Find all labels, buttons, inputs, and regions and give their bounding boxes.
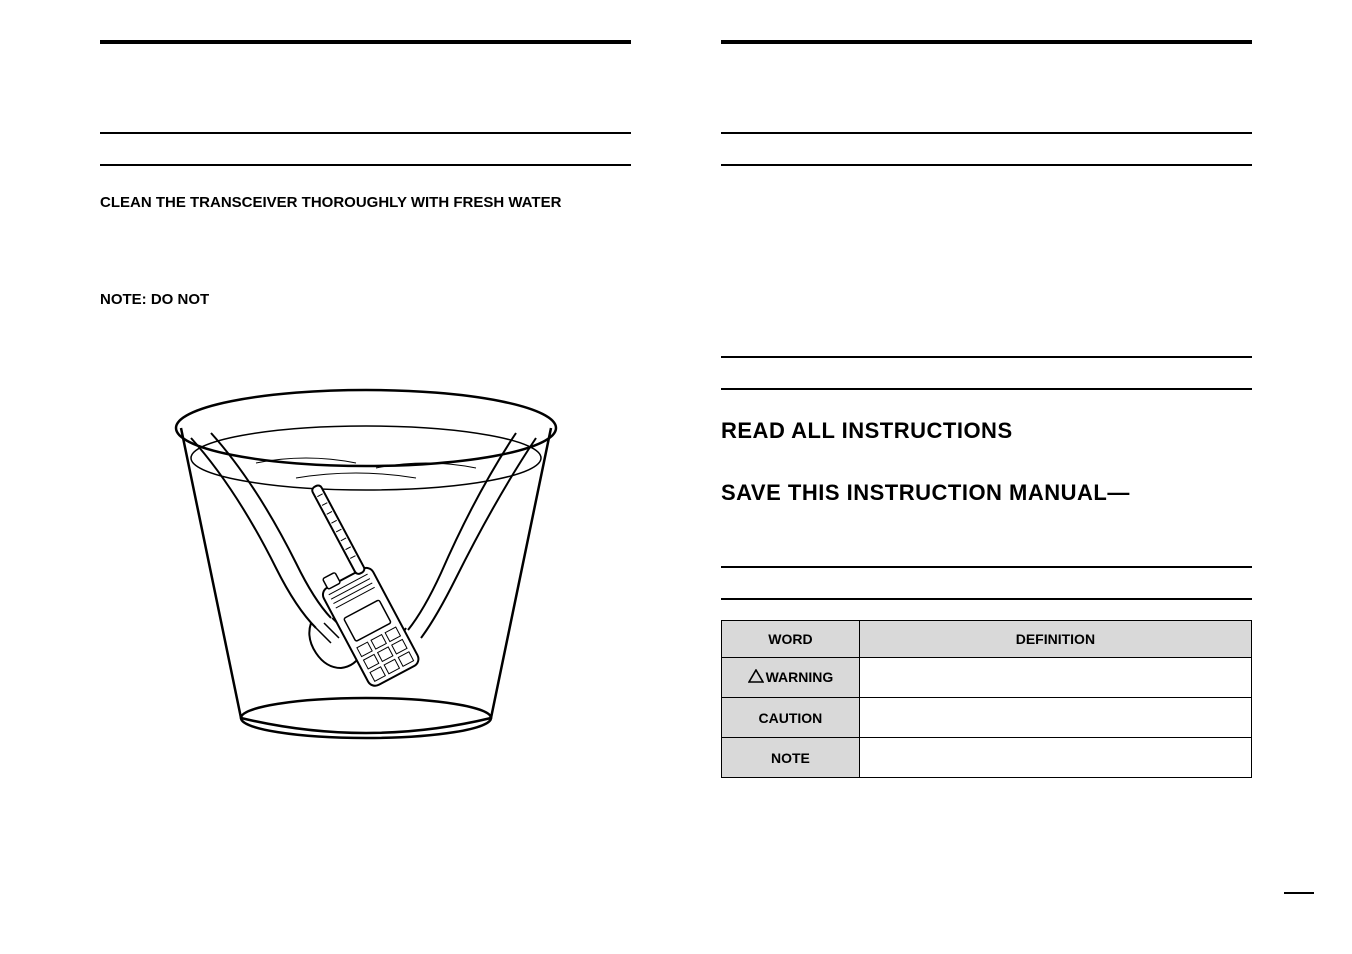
page-edge-mark [1284,892,1314,894]
read-instructions-heading: READ ALL INSTRUCTIONS [721,418,1252,444]
definition-table: WORD DEFINITION WARNING CAUTION [721,620,1252,778]
def-cell [859,698,1251,738]
save-manual-heading: SAVE THIS INSTRUCTION MANUAL— [721,480,1252,506]
word-cell-note: NOTE [722,738,860,778]
left-column: CLEAN THE TRANSCEIVER THOROUGHLY WITH FR… [100,40,631,778]
bucket-illustration [100,368,631,748]
note-lead: NOTE: DO NOT [100,291,631,308]
warning-triangle-icon [748,669,764,686]
def-cell [859,658,1251,698]
word-cell-warning: WARNING [722,658,860,698]
table-row: CAUTION [722,698,1252,738]
word-cell-caution: CAUTION [722,698,860,738]
clean-heading: CLEAN THE TRANSCEIVER THOROUGHLY WITH FR… [100,194,631,211]
def-cell [859,738,1251,778]
table-header-word: WORD [722,621,860,658]
table-row: WARNING [722,658,1252,698]
right-column: READ ALL INSTRUCTIONS SAVE THIS INSTRUCT… [721,40,1252,778]
table-header-definition: DEFINITION [859,621,1251,658]
rule-right-6 [721,598,1252,600]
table-row: NOTE [722,738,1252,778]
word-label: WARNING [766,669,834,685]
